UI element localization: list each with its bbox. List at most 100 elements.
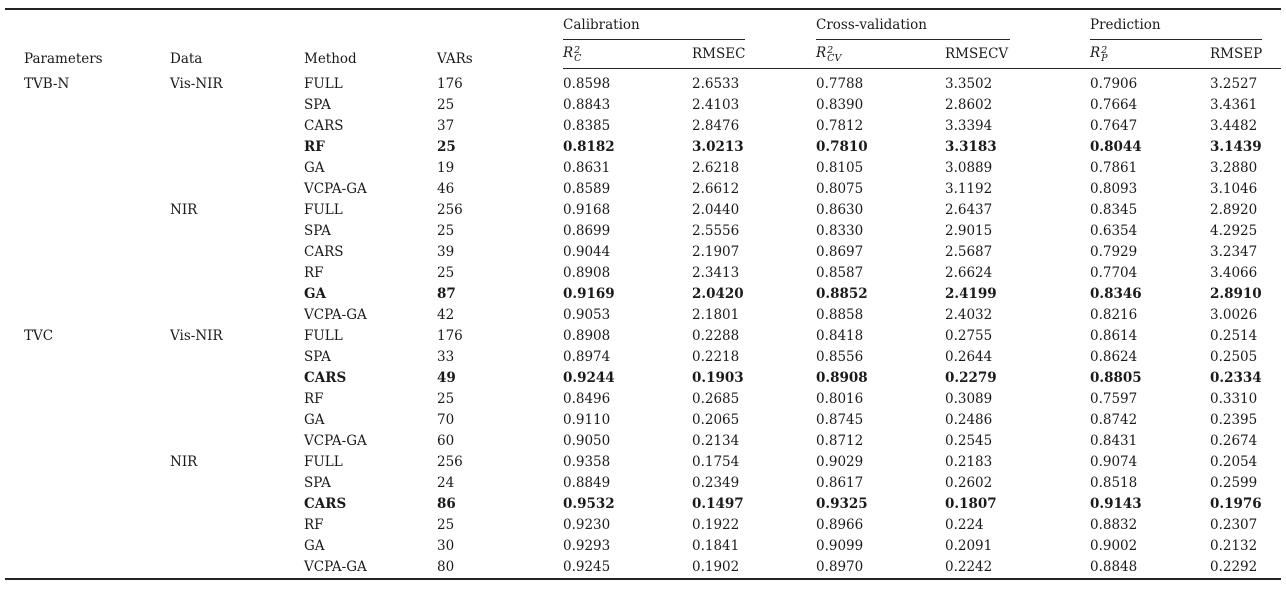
cell-rmsec: 0.1841 <box>692 538 740 554</box>
cell-rmsec: 2.6533 <box>692 76 740 92</box>
cell-rmsep: 0.2599 <box>1210 475 1258 491</box>
cell-data <box>170 263 304 284</box>
cell-rmsep: 0.2334 <box>1210 370 1262 386</box>
cell-rmsec: 2.1801 <box>692 307 740 323</box>
cell-r2p: 0.8805 <box>1090 370 1142 386</box>
cell-parameter <box>5 473 170 494</box>
cell-vars: 25 <box>437 265 455 281</box>
cell-method: FULL <box>304 75 343 92</box>
cell-vars: 256 <box>437 454 463 470</box>
cell-data <box>170 179 304 200</box>
table-row: CARS 39 0.9044 2.1907 0.8697 2.5687 0.7929 3.23… <box>5 242 1281 263</box>
table-row: VCPA-GA 80 0.9245 0.1902 0.8970 0.2242 0.8848 0… <box>5 557 1281 578</box>
cell-method: SPA <box>304 223 331 239</box>
cell-vars: 19 <box>437 160 455 176</box>
cell-data <box>170 137 304 158</box>
header-row-groups: Parameters Data Method VARs Calibration Cross… <box>5 10 1281 67</box>
cell-method: VCPA-GA <box>304 181 367 197</box>
cell-r2p: 0.7647 <box>1090 118 1138 134</box>
cell-r2cv: 0.8852 <box>816 286 868 302</box>
cell-r2p: 0.8093 <box>1090 181 1138 197</box>
cell-rmsec: 0.2288 <box>692 328 740 344</box>
cell-r2cv: 0.8745 <box>816 412 864 428</box>
cell-rmsep: 2.8910 <box>1210 286 1262 302</box>
cell-rmsep: 0.1976 <box>1210 496 1262 512</box>
cell-r2cv: 0.9099 <box>816 538 864 554</box>
cell-r2c: 0.8598 <box>563 76 611 92</box>
cell-r2cv: 0.7812 <box>816 118 864 134</box>
table-row: GA 30 0.9293 0.1841 0.9099 0.2091 0.9002 0.2132 <box>5 536 1281 557</box>
cell-rmsec: 2.6612 <box>692 181 740 197</box>
cell-rmsecv: 3.3183 <box>945 139 997 155</box>
cell-vars: 176 <box>437 328 463 344</box>
cell-rmsecv: 2.4032 <box>945 307 993 323</box>
cell-data <box>170 242 304 263</box>
cell-r2c: 0.8699 <box>563 223 611 239</box>
cell-r2c: 0.8843 <box>563 97 611 113</box>
cell-rmsecv: 2.6437 <box>945 202 993 218</box>
cell-r2cv: 0.8418 <box>816 328 864 344</box>
table-row: GA 87 0.9169 2.0420 0.8852 2.4199 0.8346 2.8910 <box>5 284 1281 305</box>
cell-rmsep: 3.2527 <box>1210 76 1258 92</box>
cell-r2c: 0.9293 <box>563 538 611 554</box>
header-row-metrics: R 2 C RMSEC R 2 CV RMSECV R 2 P RMSEP <box>5 40 1281 69</box>
cell-rmsecv: 0.2545 <box>945 433 993 449</box>
cell-r2p: 0.9074 <box>1090 454 1138 470</box>
cell-rmsecv: 0.2602 <box>945 475 993 491</box>
cell-r2c: 0.8589 <box>563 181 611 197</box>
cell-r2c: 0.8908 <box>563 265 611 281</box>
cell-r2cv: 0.8966 <box>816 517 864 533</box>
cell-r2cv: 0.7788 <box>816 76 864 92</box>
cell-parameter <box>5 200 170 221</box>
cell-rmsecv: 3.3394 <box>945 118 993 134</box>
cell-rmsec: 2.0420 <box>692 286 744 302</box>
cell-vars: 37 <box>437 118 455 134</box>
cell-parameter <box>5 221 170 242</box>
table-row: RF 25 0.9230 0.1922 0.8966 0.224 0.8832 0.2307 <box>5 515 1281 536</box>
table-row: SPA 33 0.8974 0.2218 0.8556 0.2644 0.8624 0.250… <box>5 347 1281 368</box>
cell-data: Vis-NIR <box>170 75 223 92</box>
cell-r2c: 0.9230 <box>563 517 611 533</box>
cell-rmsec: 2.3413 <box>692 265 740 281</box>
cell-method: CARS <box>304 118 344 134</box>
cell-data <box>170 158 304 179</box>
cell-r2p: 0.7861 <box>1090 160 1138 176</box>
cell-rmsecv: 0.2279 <box>945 370 997 386</box>
cell-rmsecv: 0.2091 <box>945 538 993 554</box>
metric-header-r2-cv: R 2 CV <box>816 40 945 69</box>
cell-r2c: 0.9244 <box>563 370 615 386</box>
cell-parameter <box>5 95 170 116</box>
cell-r2cv: 0.8858 <box>816 307 864 323</box>
table-row: GA 70 0.9110 0.2065 0.8745 0.2486 0.8742 0.2395 <box>5 410 1281 431</box>
cell-rmsecv: 0.224 <box>945 517 984 533</box>
table-body: TVB-N Vis-NIR FULL 176 0.8598 2.6533 0.7788 3.3… <box>5 69 1281 579</box>
cell-rmsecv: 3.3502 <box>945 76 993 92</box>
cell-r2cv: 0.8105 <box>816 160 864 176</box>
cell-vars: 60 <box>437 433 455 449</box>
cell-rmsec: 0.2349 <box>692 475 740 491</box>
cell-r2c: 0.8496 <box>563 391 611 407</box>
cell-method: GA <box>304 160 325 176</box>
cell-r2p: 0.8848 <box>1090 559 1138 575</box>
table-row: SPA 25 0.8843 2.4103 0.8390 2.8602 0.7664 3.436… <box>5 95 1281 116</box>
cell-r2cv: 0.8075 <box>816 181 864 197</box>
cell-parameter <box>5 305 170 326</box>
cell-data <box>170 347 304 368</box>
cell-vars: 42 <box>437 307 455 323</box>
cell-vars: 25 <box>437 517 455 533</box>
cell-data <box>170 95 304 116</box>
cell-r2cv: 0.8617 <box>816 475 864 491</box>
cell-vars: 46 <box>437 181 455 197</box>
cell-r2c: 0.9245 <box>563 559 611 575</box>
cell-method: CARS <box>304 244 344 260</box>
group-header-prediction: Prediction <box>1090 10 1281 40</box>
cell-r2c: 0.9044 <box>563 244 611 260</box>
r-squared-base: R <box>1090 45 1101 61</box>
cell-method: RF <box>304 139 325 155</box>
cell-rmsep: 0.2505 <box>1210 349 1258 365</box>
cell-rmsep: 3.4482 <box>1210 118 1258 134</box>
cell-parameter <box>5 494 170 515</box>
cell-vars: 25 <box>437 391 455 407</box>
